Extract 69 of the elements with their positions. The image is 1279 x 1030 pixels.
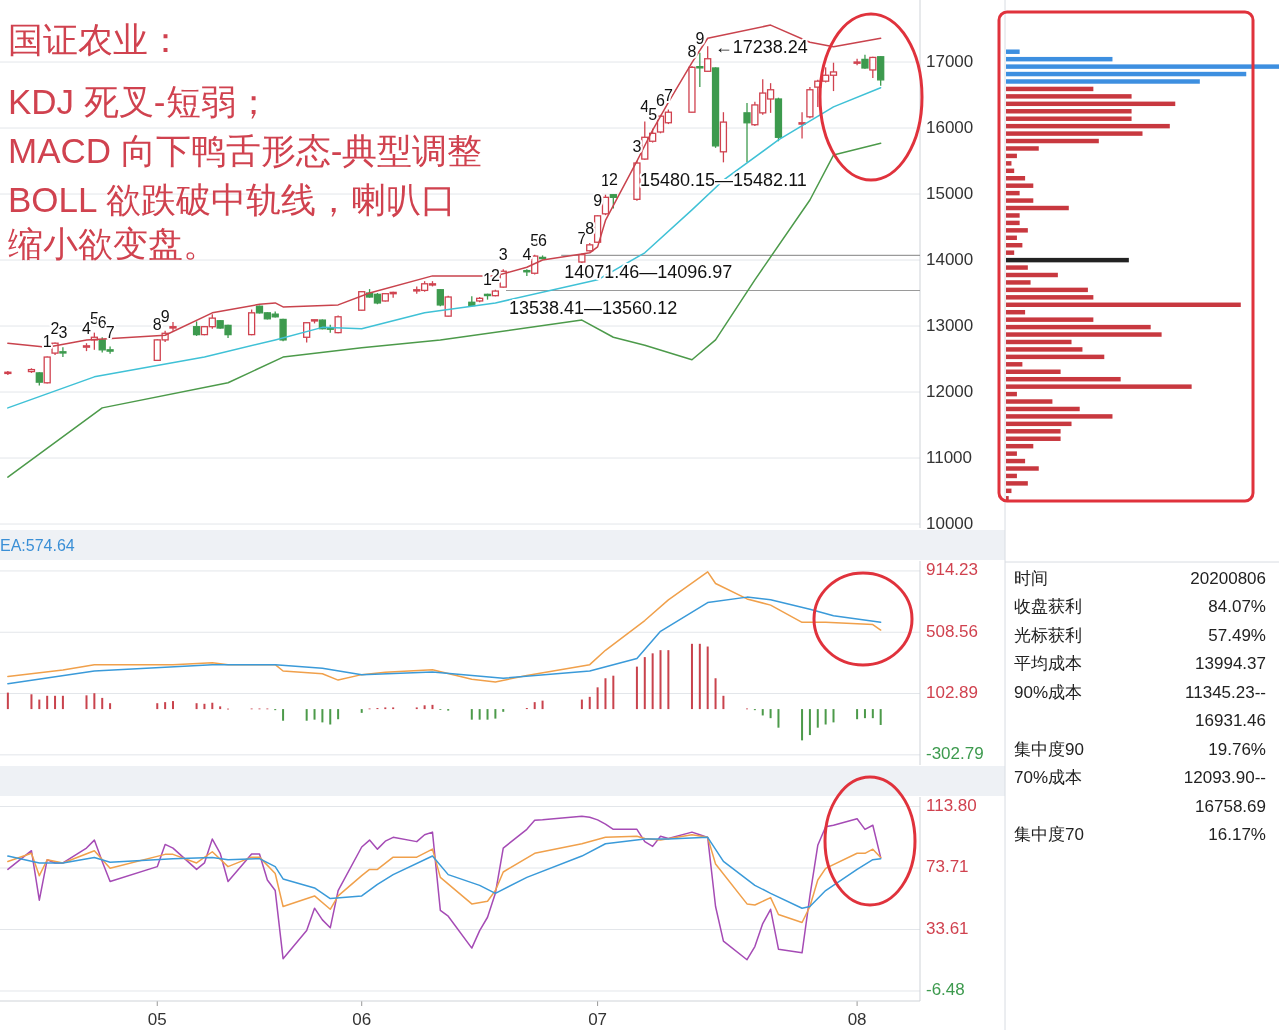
y-tick-label: 508.56 xyxy=(926,621,978,641)
y-tick-label: 914.23 xyxy=(926,560,978,580)
category-label: 集中度90 xyxy=(1014,739,1084,759)
x-tick-label: 06 xyxy=(352,1010,372,1029)
annotation: 2 xyxy=(608,171,618,189)
annotation: BOLL 欲跌破中轨线，喇叭口 xyxy=(8,180,456,219)
text: 13994.37 xyxy=(1195,654,1266,674)
y-tick-label: 11000 xyxy=(926,447,973,467)
annotation: 2 xyxy=(50,319,60,337)
text: 20200806 xyxy=(1190,568,1266,588)
y-tick-label: 102.89 xyxy=(926,683,978,703)
annotation: 5 xyxy=(648,105,658,123)
category-label: 集中度70 xyxy=(1014,825,1084,845)
text: 16758.69 xyxy=(1195,796,1266,816)
text: 84.07% xyxy=(1208,597,1266,617)
y-tick-label: 10000 xyxy=(926,513,974,533)
y-tick-label: 73.71 xyxy=(926,857,969,877)
annotation: 缩小欲变盘。 xyxy=(8,224,218,263)
category-label: 收盘获利 xyxy=(1014,597,1082,617)
annotation: 7 xyxy=(577,230,587,248)
y-tick-label: 113.80 xyxy=(926,795,977,815)
y-tick-label: -302.79 xyxy=(926,744,984,764)
annotation: 9 xyxy=(160,307,170,325)
annotation: 7 xyxy=(663,86,673,104)
annotation: MACD 向下鸭舌形态-典型调整 xyxy=(8,131,483,170)
annotation: 8 xyxy=(585,219,595,237)
y-tick-label: 14000 xyxy=(926,249,974,269)
category-label: 时间 xyxy=(1014,568,1048,588)
text: 16.17% xyxy=(1208,825,1266,845)
annotation: 4 xyxy=(522,246,532,264)
annotation: 6 xyxy=(538,232,548,250)
annotation: 3 xyxy=(632,138,642,156)
annotation: ←17238.24 xyxy=(714,37,808,58)
annotation: 9 xyxy=(695,29,705,47)
y-tick-label: 16000 xyxy=(926,117,974,137)
category-label: 光标获利 xyxy=(1014,625,1082,645)
x-tick-label: 05 xyxy=(147,1010,167,1029)
annotation: 4 xyxy=(640,98,650,116)
text: 12093.90-- xyxy=(1183,768,1266,788)
annotation: 6 xyxy=(97,314,107,332)
annotation: 3 xyxy=(498,246,508,264)
annotation: 3 xyxy=(58,324,68,342)
category-label: 90%成本 xyxy=(1014,682,1083,702)
annotation: 1 xyxy=(601,171,611,189)
y-tick-label: -6.48 xyxy=(926,980,965,1000)
annotation: 1 xyxy=(42,333,52,351)
annotation: 8 xyxy=(687,43,697,60)
text: 19.76% xyxy=(1208,739,1266,759)
y-tick-label: 17000 xyxy=(926,51,974,71)
text: 16931.46 xyxy=(1195,711,1266,731)
x-tick-label: 08 xyxy=(847,1010,867,1029)
annotation: KDJ 死叉-短弱； xyxy=(8,82,271,121)
y-tick-label: 13000 xyxy=(926,315,974,335)
x-tick-label: 07 xyxy=(588,1010,608,1029)
category-label: 平均成本 xyxy=(1014,654,1082,674)
annotation: 6 xyxy=(656,91,666,109)
y-tick-label: 12000 xyxy=(926,381,974,401)
text: EA:574.64 xyxy=(0,537,75,554)
annotation: 4 xyxy=(82,320,92,338)
text: 57.49% xyxy=(1208,625,1266,645)
category-label: 70%成本 xyxy=(1014,768,1083,788)
annotation: 国证农业： xyxy=(8,20,183,59)
y-tick-label: 33.61 xyxy=(926,918,969,938)
annotation: 8 xyxy=(152,316,162,334)
ref-line-label: 13538.41—13560.12 xyxy=(509,297,678,318)
annotation: 9 xyxy=(593,192,603,210)
y-tick-label: 15000 xyxy=(926,183,974,203)
text: 11345.23-- xyxy=(1185,682,1266,702)
annotation: 7 xyxy=(105,323,115,341)
